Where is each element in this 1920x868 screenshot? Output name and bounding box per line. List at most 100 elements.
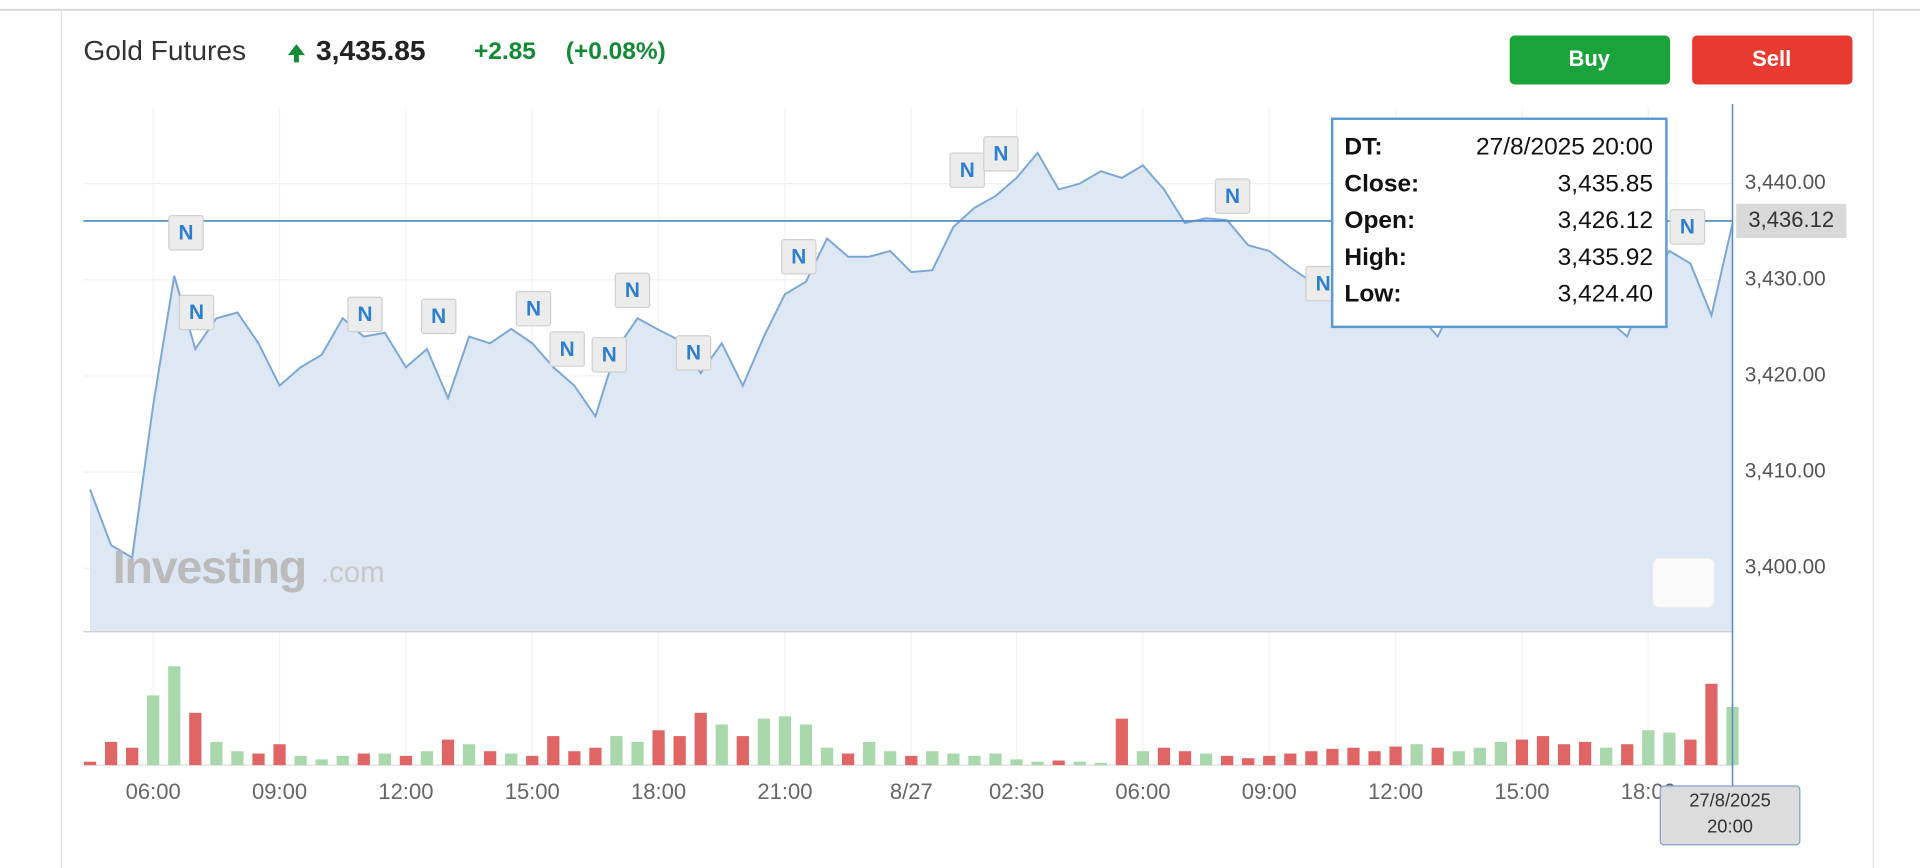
- volume-bar: [1094, 762, 1107, 766]
- news-marker: [983, 136, 1019, 172]
- news-marker-label: N: [1316, 272, 1331, 295]
- tooltip-key: Close:: [1344, 170, 1419, 197]
- volume-bar: [1326, 748, 1339, 766]
- news-marker: [591, 337, 628, 373]
- volume-bar: [83, 761, 97, 766]
- volume-bar: [1705, 683, 1718, 766]
- x-tick-label: 09:00: [1242, 779, 1297, 804]
- news-marker: [515, 290, 552, 327]
- buy-button-bg[interactable]: [1509, 35, 1671, 85]
- news-marker: [614, 272, 651, 309]
- news-marker: [781, 238, 817, 275]
- volume-bar: [526, 755, 539, 766]
- volume-bar: [1600, 747, 1613, 766]
- news-marker: [168, 214, 204, 251]
- volume-bar: [631, 741, 644, 766]
- sell-button-bg[interactable]: [1692, 35, 1853, 85]
- volume-bar: [189, 712, 202, 766]
- x-tick-label: 12:00: [378, 779, 433, 804]
- volume-bar: [1263, 755, 1276, 766]
- tooltip-value: 3,435.85: [1558, 170, 1653, 197]
- volume-bar: [399, 755, 413, 766]
- watermark-brand: Investing: [113, 541, 306, 593]
- volume-bar: [1178, 751, 1192, 766]
- news-marker: [675, 335, 712, 371]
- volume-bar: [926, 751, 939, 766]
- volume-bar: [947, 753, 960, 766]
- volume-bar: [1515, 739, 1529, 766]
- tooltip-key: Open:: [1344, 207, 1415, 234]
- current-price-box: [1736, 203, 1847, 239]
- volume-bar: [778, 716, 792, 766]
- news-marker: [1214, 178, 1251, 214]
- news-marker-label: N: [560, 338, 575, 361]
- sell-label[interactable]: Sell: [1752, 46, 1791, 71]
- volume-bar: [1621, 744, 1634, 766]
- volume-bar: [147, 695, 160, 766]
- volume-bar: [905, 755, 918, 766]
- volume-bar: [1494, 741, 1507, 766]
- volume-bar: [336, 755, 349, 766]
- volume-bar: [1115, 718, 1128, 766]
- volume-bar: [441, 739, 455, 766]
- plot-area: 3,400.00 3,410.00 3,420.00 3,430.00 3,440.00…: [83, 104, 1847, 846]
- x-tick-label: 02:30: [989, 779, 1044, 804]
- news-marker-label: N: [993, 143, 1008, 166]
- y-tick-label: 3,430.00: [1745, 267, 1826, 290]
- crosshair-label: 20:00: [1707, 815, 1753, 836]
- volume-bar: [420, 751, 434, 766]
- news-marker-label: N: [357, 303, 372, 326]
- tooltip-value: 27/8/2025 20:00: [1476, 134, 1653, 161]
- crosshair-label: 27/8/2025: [1689, 790, 1771, 811]
- volume-bar: [715, 724, 728, 766]
- volume-bar: [757, 718, 770, 766]
- price-change-pct: (+0.08%): [566, 38, 666, 65]
- x-tick-label: 18:00: [631, 779, 686, 804]
- volume-bar: [1557, 744, 1571, 766]
- volume-bar: [1031, 761, 1044, 766]
- volume-bar: [378, 753, 391, 766]
- y-tick-label: 3,440.00: [1745, 171, 1826, 194]
- news-marker-label: N: [189, 301, 204, 324]
- volume-bar: [1684, 739, 1697, 766]
- tooltip-value: 3,435.92: [1558, 244, 1653, 271]
- volume-bar: [863, 741, 876, 766]
- volume-bar: [1284, 753, 1297, 766]
- volume-bar: [1010, 759, 1023, 766]
- volume-bar: [210, 741, 223, 766]
- buy-label[interactable]: Buy: [1568, 46, 1610, 71]
- volume-bar: [231, 751, 244, 766]
- y-tick-label: 3,420.00: [1745, 363, 1826, 386]
- volume-bar: [1578, 741, 1592, 766]
- volume-bar: [1157, 747, 1171, 766]
- news-marker-label: N: [791, 245, 806, 268]
- tooltip-key: DT:: [1344, 134, 1382, 161]
- volume-bar: [1368, 751, 1381, 766]
- volume-bar: [1052, 760, 1065, 766]
- y-tick-label: 3,410.00: [1745, 460, 1826, 483]
- news-marker: [420, 298, 457, 335]
- volume-bar: [484, 751, 497, 766]
- volume-bar: [1136, 751, 1150, 766]
- buy-button[interactable]: Buy: [1509, 35, 1671, 85]
- volume-bar: [1452, 751, 1465, 766]
- instrument-name: Gold Futures: [83, 35, 246, 66]
- sell-button[interactable]: Sell: [1692, 35, 1853, 85]
- news-marker-label: N: [431, 305, 446, 328]
- volume-bar: [1663, 732, 1676, 766]
- crosshair-label-box: [1659, 785, 1801, 846]
- news-marker-label: N: [960, 159, 975, 182]
- up-arrow: [287, 44, 306, 63]
- volume-bar: [989, 753, 1002, 766]
- volume-bar: [1642, 730, 1655, 766]
- news-marker-label: N: [1680, 216, 1695, 239]
- current-price-label: 3,436.12: [1748, 207, 1834, 232]
- tooltip-value: 3,426.12: [1558, 207, 1653, 234]
- x-tick-label: 8/27: [890, 779, 933, 804]
- volume-bar: [1199, 753, 1213, 766]
- news-marker: [1669, 209, 1706, 245]
- settings-button[interactable]: [1652, 557, 1715, 608]
- volume-bar: [1473, 747, 1486, 766]
